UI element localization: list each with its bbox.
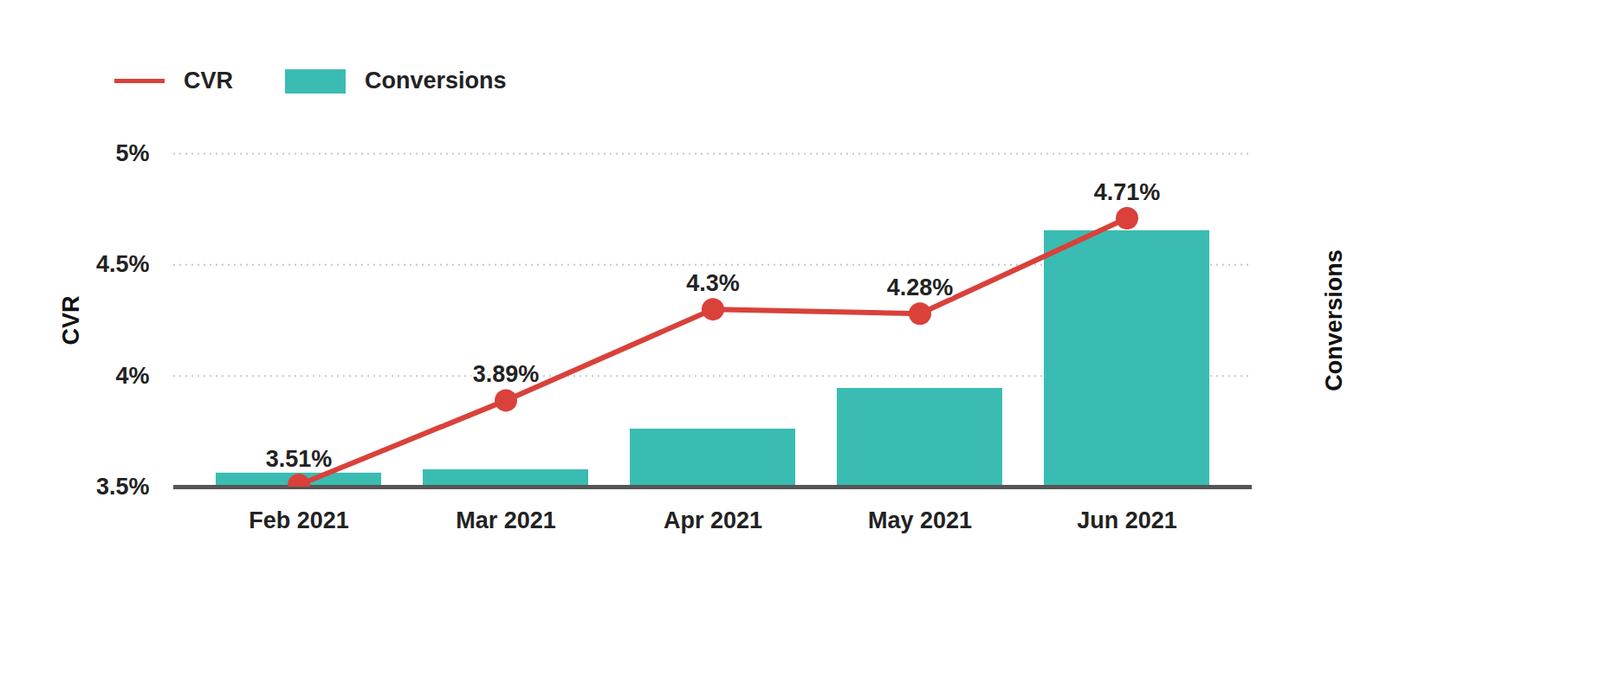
svg-text:4.3%: 4.3% (686, 270, 740, 297)
svg-text:Mar 2021: Mar 2021 (455, 507, 557, 534)
svg-text:4.5%: 4.5% (96, 251, 150, 278)
html-text:CVR: CVR (57, 295, 84, 345)
svg-text:3.51%: 3.51% (265, 446, 333, 473)
svg-text:Jun 2021: Jun 2021 (1076, 507, 1178, 534)
svg-text:5%: 5% (115, 140, 149, 167)
svg-text:May 2021: May 2021 (868, 507, 972, 534)
svg-text:Feb 2021: Feb 2021 (248, 507, 350, 534)
html-text:Conversions: Conversions (364, 67, 507, 94)
html-text:CVR: CVR (183, 67, 234, 94)
svg-text:4.71%: 4.71% (1094, 179, 1161, 206)
html-text:Conversions: Conversions (1320, 249, 1347, 391)
svg-text:3.89%: 3.89% (472, 361, 540, 388)
svg-text:4%: 4% (115, 362, 149, 389)
svg-text:Apr 2021: Apr 2021 (663, 507, 763, 534)
svg-text:4.28%: 4.28% (887, 274, 954, 301)
svg-text:3.5%: 3.5% (96, 473, 150, 500)
